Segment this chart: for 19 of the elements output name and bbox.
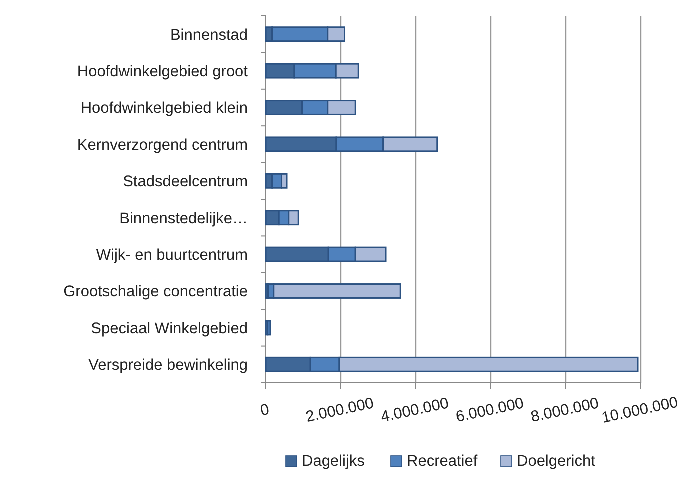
- y-tick-label: Kernverzorgend centrum: [77, 136, 248, 154]
- y-tick-label: Hoofdwinkelgebied groot: [77, 63, 249, 80]
- x-tick-label: 10.000.000: [600, 394, 680, 427]
- y-tick-label: Binnenstad: [170, 26, 248, 44]
- x-tick-label: 2.000.000: [304, 395, 376, 426]
- y-tick-label: Grootschalige concentratie: [64, 284, 248, 301]
- y-tick-label: Wijk- en buurtcentrum: [96, 246, 248, 264]
- y-tick-label: Binnenstedelijke…: [120, 210, 248, 228]
- y-tick-label: Hoofdwinkelgebied klein: [80, 100, 248, 118]
- x-tick-label: 4.000.000: [380, 395, 451, 426]
- legend-label: Dagelijks: [302, 453, 366, 470]
- x-tick-label: 8.000.000: [530, 395, 601, 426]
- legend-label: Doelgericht: [517, 453, 596, 470]
- y-tick-label: Verspreide bewinkeling: [88, 357, 248, 374]
- x-tick-label: 6.000.000: [454, 395, 526, 426]
- y-tick-label: Stadsdeelcentrum: [123, 174, 248, 191]
- legend-label: Recreatief: [407, 453, 478, 470]
- y-tick-label: Speciaal Winkelgebied: [91, 320, 248, 338]
- x-tick-label: 0: [259, 401, 272, 420]
